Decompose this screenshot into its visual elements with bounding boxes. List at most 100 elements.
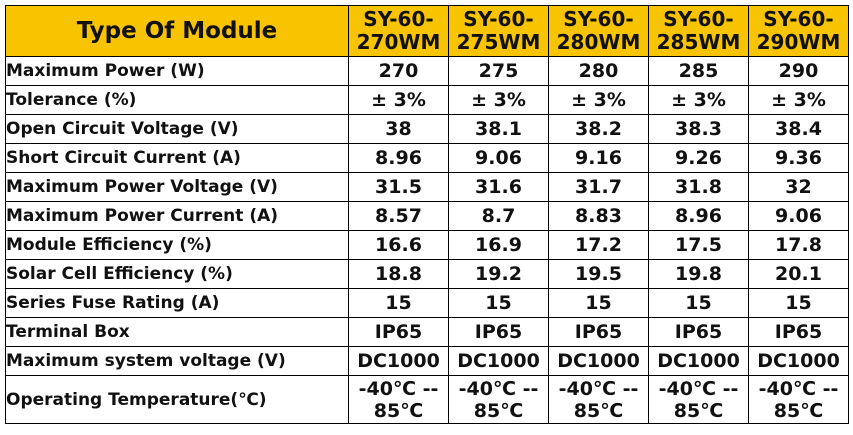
cell-value: 15 <box>648 288 749 318</box>
cell-value: 32 <box>748 172 849 202</box>
table-row: Maximum system voltage (V) DC1000 DC1000… <box>5 346 849 376</box>
cell-value: DC1000 <box>448 346 549 376</box>
cell-value: DC1000 <box>748 346 849 376</box>
model-header: SY-60- 285WM <box>648 5 749 57</box>
table-row: Operating Temperature(℃) -40℃ -- 85℃ -40℃… <box>5 375 849 424</box>
cell-value: 9.36 <box>748 143 849 173</box>
row-label: Short Circuit Current (A) <box>5 143 349 173</box>
cell-value: 38.1 <box>448 114 549 144</box>
model-line1: SY-60- <box>463 7 534 31</box>
cell-value: DC1000 <box>348 346 449 376</box>
cell-value: 9.16 <box>548 143 649 173</box>
table-row: Module Efficiency (%) 16.6 16.9 17.2 17.… <box>5 230 849 260</box>
cell-value: ± 3% <box>448 85 549 115</box>
cell-value: IP65 <box>648 317 749 347</box>
model-line1: SY-60- <box>363 7 434 31</box>
temp-range-low: -40℃ -- <box>558 377 639 400</box>
cell-value: IP65 <box>348 317 449 347</box>
cell-value: 17.2 <box>548 230 649 260</box>
cell-value: 19.8 <box>648 259 749 289</box>
cell-value: 19.2 <box>448 259 549 289</box>
cell-value: 18.8 <box>348 259 449 289</box>
cell-value: 17.8 <box>748 230 849 260</box>
cell-value: ± 3% <box>648 85 749 115</box>
cell-value: 15 <box>348 288 449 318</box>
temp-range-high: 85℃ <box>473 399 524 422</box>
header-row: Type Of Module SY-60- 270WM SY-60- 275WM S… <box>5 5 849 57</box>
row-label: Maximum Power Current (A) <box>5 201 349 231</box>
table-row: Maximum Power Voltage (V) 31.5 31.6 31.7… <box>5 172 849 202</box>
table-row: Maximum Power (W) 270 275 280 285 290 <box>5 56 849 86</box>
cell-value: 16.9 <box>448 230 549 260</box>
model-line2: 285WM <box>656 30 741 54</box>
cell-value: -40℃ -- 85℃ <box>448 375 549 424</box>
cell-value: 31.8 <box>648 172 749 202</box>
cell-value: 9.26 <box>648 143 749 173</box>
model-line2: 275WM <box>456 30 541 54</box>
cell-value: 9.06 <box>448 143 549 173</box>
model-line1: SY-60- <box>763 7 834 31</box>
temp-range-high: 85℃ <box>673 399 724 422</box>
model-line2: 290WM <box>756 30 841 54</box>
temp-range-low: -40℃ -- <box>758 377 839 400</box>
model-line1: SY-60- <box>563 7 634 31</box>
cell-value: 275 <box>448 56 549 86</box>
row-label: Open Circuit Voltage (V) <box>5 114 349 144</box>
cell-value: 15 <box>448 288 549 318</box>
temp-range-low: -40℃ -- <box>658 377 739 400</box>
model-header: SY-60- 275WM <box>448 5 549 57</box>
row-label: Solar Cell Efficiency (%) <box>5 259 349 289</box>
cell-value: IP65 <box>548 317 649 347</box>
cell-value: 270 <box>348 56 449 86</box>
cell-value: IP65 <box>448 317 549 347</box>
table-row: Solar Cell Efficiency (%) 18.8 19.2 19.5… <box>5 259 849 289</box>
row-label: Module Efficiency (%) <box>5 230 349 260</box>
row-label: Maximum Power Voltage (V) <box>5 172 349 202</box>
cell-value: ± 3% <box>748 85 849 115</box>
cell-value: 8.96 <box>648 201 749 231</box>
cell-value: 8.83 <box>548 201 649 231</box>
temp-range-low: -40℃ -- <box>458 377 539 400</box>
cell-value: 38.3 <box>648 114 749 144</box>
row-label: Operating Temperature(℃) <box>5 375 349 424</box>
cell-value: 8.7 <box>448 201 549 231</box>
cell-value: 31.6 <box>448 172 549 202</box>
row-label: Maximum Power (W) <box>5 56 349 86</box>
cell-value: ± 3% <box>548 85 649 115</box>
cell-value: ± 3% <box>348 85 449 115</box>
cell-value: 15 <box>748 288 849 318</box>
row-label: Maximum system voltage (V) <box>5 346 349 376</box>
cell-value: 19.5 <box>548 259 649 289</box>
cell-value: -40℃ -- 85℃ <box>748 375 849 424</box>
cell-value: DC1000 <box>548 346 649 376</box>
temp-range-high: 85℃ <box>773 399 824 422</box>
row-label: Tolerance (%) <box>5 85 349 115</box>
cell-value: 17.5 <box>648 230 749 260</box>
table-row: Short Circuit Current (A) 8.96 9.06 9.16… <box>5 143 849 173</box>
cell-value: 290 <box>748 56 849 86</box>
cell-value: 31.5 <box>348 172 449 202</box>
cell-value: 31.7 <box>548 172 649 202</box>
row-label: Series Fuse Rating (A) <box>5 288 349 318</box>
table-row: Maximum Power Current (A) 8.57 8.7 8.83 … <box>5 201 849 231</box>
cell-value: 15 <box>548 288 649 318</box>
cell-value: 16.6 <box>348 230 449 260</box>
model-line2: 270WM <box>356 30 441 54</box>
cell-value: 38.2 <box>548 114 649 144</box>
cell-value: 20.1 <box>748 259 849 289</box>
row-label: Terminal Box <box>5 317 349 347</box>
model-header: SY-60- 280WM <box>548 5 649 57</box>
cell-value: -40℃ -- 85℃ <box>348 375 449 424</box>
table-row: Open Circuit Voltage (V) 38 38.1 38.2 38… <box>5 114 849 144</box>
model-header: SY-60- 290WM <box>748 5 849 57</box>
cell-value: IP65 <box>748 317 849 347</box>
model-line2: 280WM <box>556 30 641 54</box>
cell-value: 8.57 <box>348 201 449 231</box>
cell-value: DC1000 <box>648 346 749 376</box>
cell-value: -40℃ -- 85℃ <box>648 375 749 424</box>
table-row: Terminal Box IP65 IP65 IP65 IP65 IP65 <box>5 317 849 347</box>
cell-value: 8.96 <box>348 143 449 173</box>
table-title: Type Of Module <box>5 5 349 57</box>
model-header: SY-60- 270WM <box>348 5 449 57</box>
module-spec-table: Type Of Module SY-60- 270WM SY-60- 275WM S… <box>5 5 849 424</box>
